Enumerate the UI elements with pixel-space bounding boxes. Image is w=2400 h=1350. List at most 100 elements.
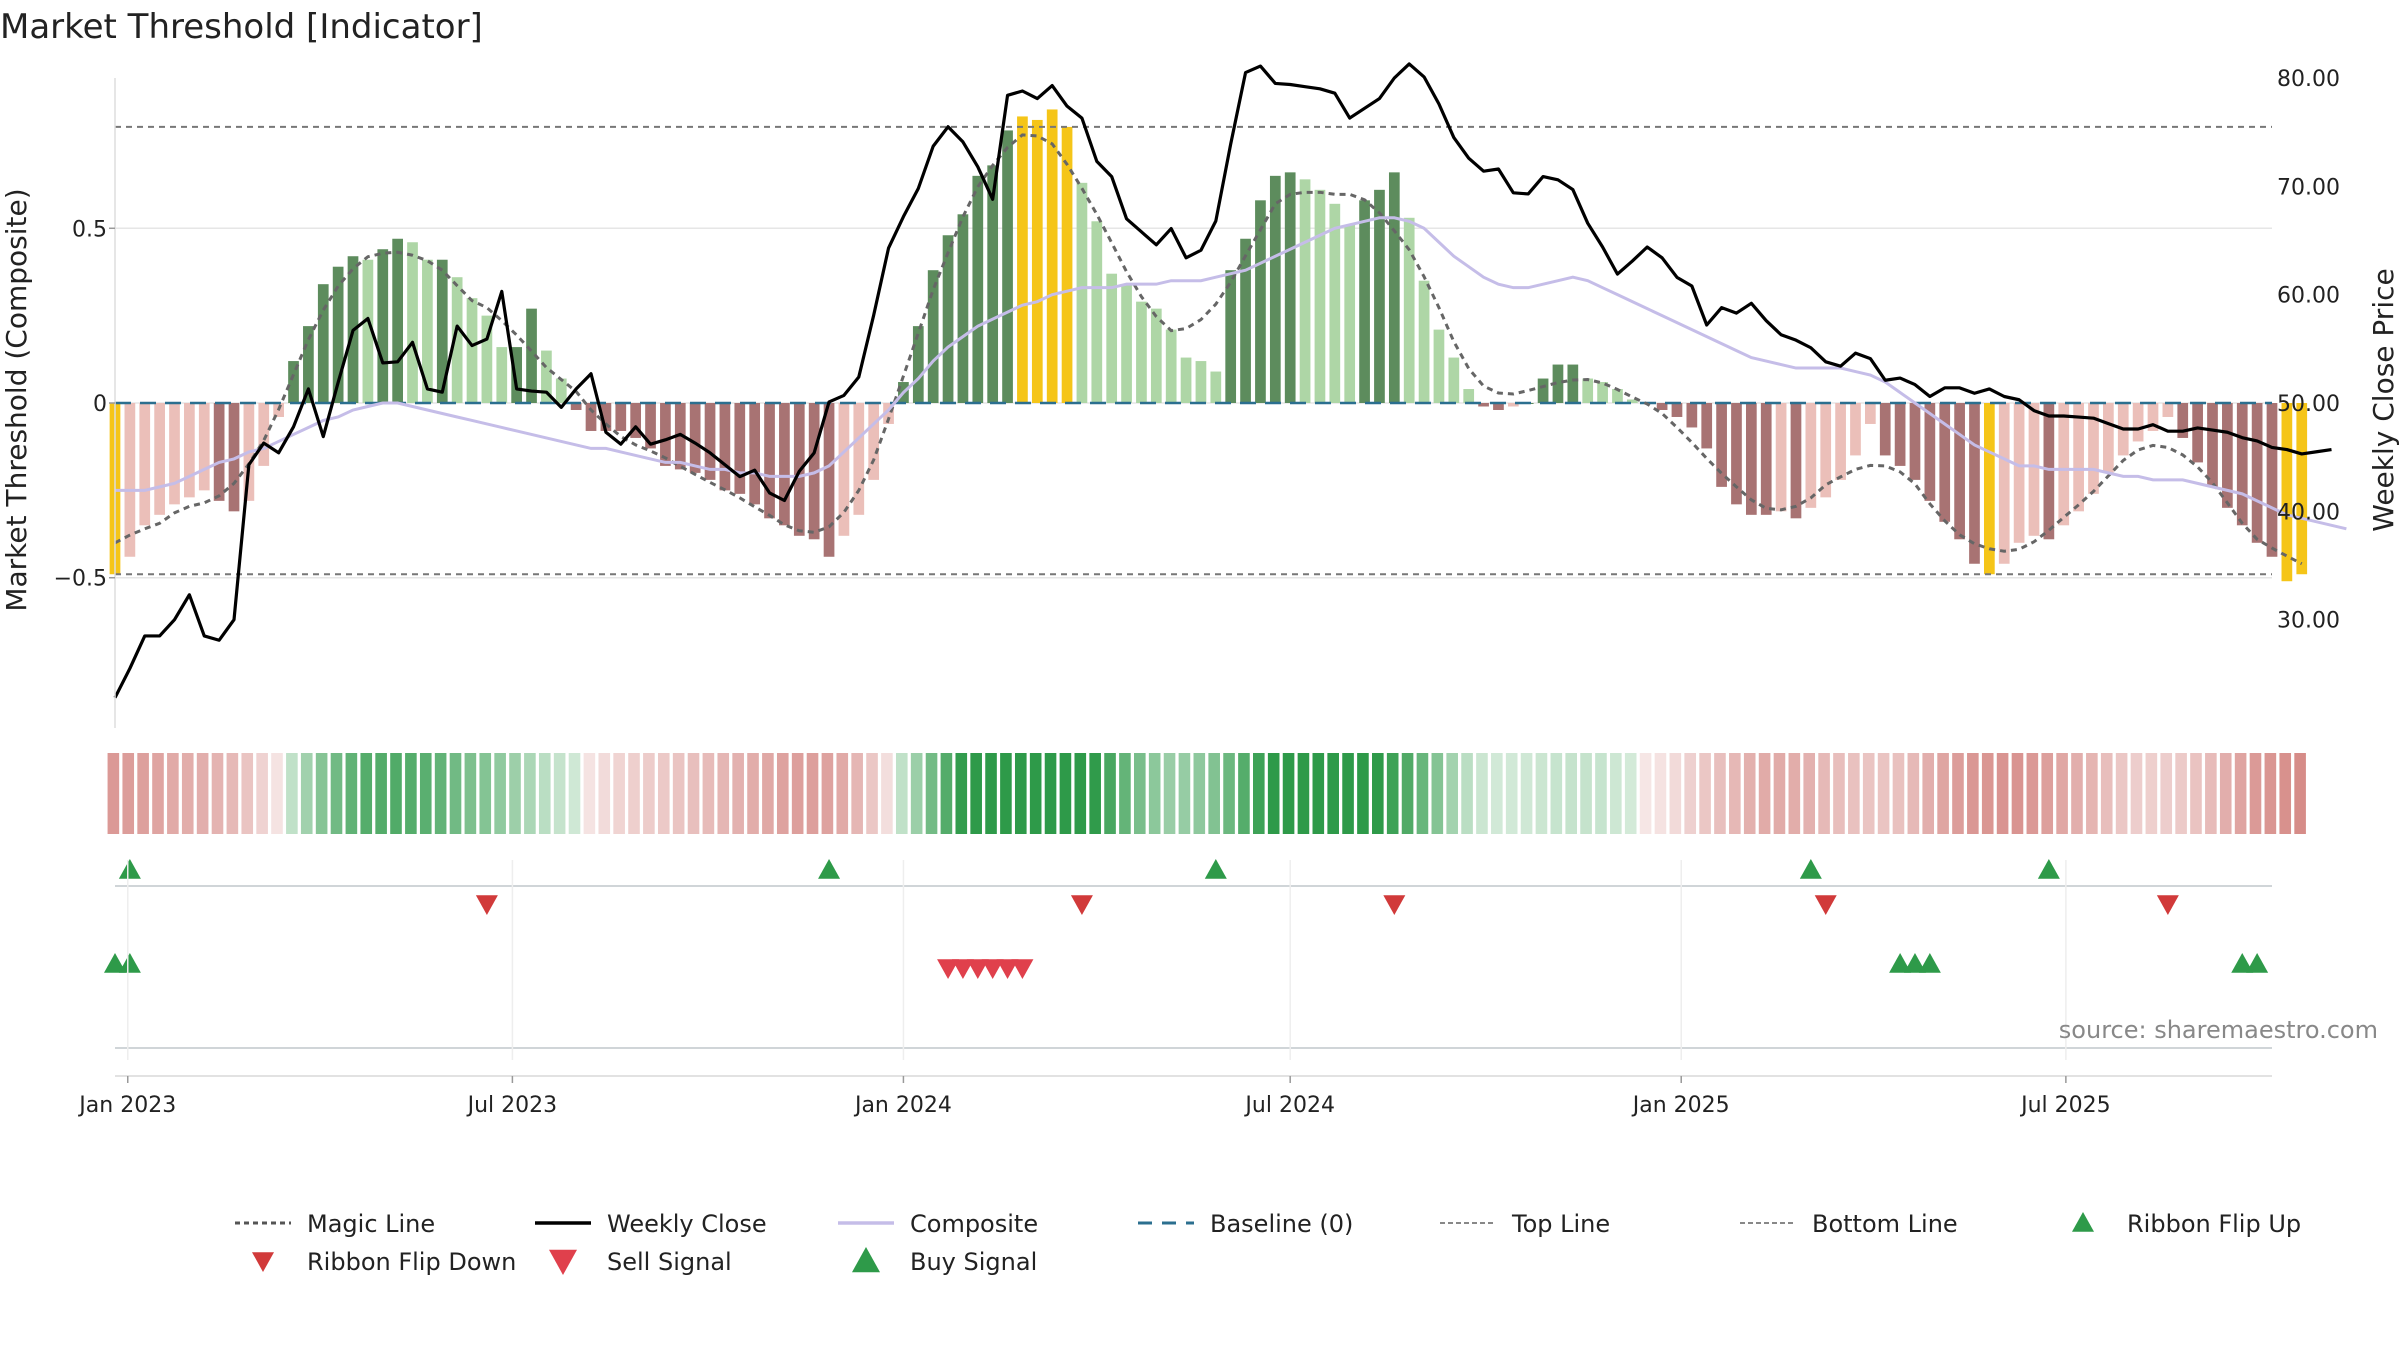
composite-bar	[1998, 403, 2010, 564]
composite-bar	[1894, 403, 1906, 466]
composite-bar	[868, 403, 880, 480]
composite-bar	[764, 403, 775, 519]
ribbon-cell	[494, 753, 506, 834]
y-left-tick-label: 0.5	[72, 217, 107, 242]
ribbon-cell	[211, 753, 224, 834]
x-tick-label: Jan 2023	[77, 1093, 176, 1118]
composite-bar	[660, 403, 671, 466]
composite-bar	[169, 403, 180, 505]
legend-label: Weekly Close	[607, 1210, 767, 1238]
ribbon-cell	[419, 753, 432, 834]
ribbon-cell	[1074, 753, 1087, 834]
composite-bar	[1864, 403, 1876, 424]
composite-bar	[1939, 403, 1951, 522]
ribbon-cell	[1907, 753, 1920, 834]
composite-bar	[1478, 403, 1489, 407]
ribbon-cell	[1312, 753, 1325, 834]
legend-item: Sell Signal	[549, 1248, 732, 1276]
composite-bar	[1701, 403, 1713, 449]
composite-bar	[570, 403, 582, 410]
ribbon-cell	[1014, 753, 1027, 834]
composite-bar	[1448, 357, 1460, 403]
composite-bar	[377, 249, 389, 403]
ribbon-cell	[256, 753, 268, 834]
ribbon-cell	[2234, 753, 2247, 834]
composite-bar	[1195, 361, 1207, 403]
composite-bar	[1299, 179, 1311, 403]
composite-bar	[1790, 403, 1802, 519]
composite-bar	[362, 259, 374, 403]
ribbon-cell	[1952, 753, 1964, 834]
ribbon-cell	[2190, 753, 2202, 834]
ribbon-cell	[836, 753, 849, 834]
ribbon-cell	[672, 753, 685, 834]
ribbon-cell	[2279, 753, 2292, 834]
ribbon-cell	[925, 753, 938, 834]
composite-bar	[1329, 203, 1341, 403]
composite-bar	[749, 403, 761, 505]
composite-bar	[838, 403, 850, 536]
ribbon-cell	[2264, 753, 2277, 834]
ribbon-cell	[2130, 753, 2143, 834]
ribbon-cell	[449, 753, 462, 834]
composite-bar	[600, 403, 612, 431]
legend-item: Buy Signal	[852, 1247, 1037, 1276]
ribbon-cell	[2219, 753, 2232, 834]
ribbon-cell	[1119, 753, 1131, 834]
ribbon-cell	[167, 753, 179, 834]
ribbon-cell	[1044, 753, 1057, 834]
ribbon-cell	[2205, 753, 2217, 834]
ribbon-flip-up-marker	[818, 859, 841, 879]
ribbon-cell	[1848, 753, 1860, 834]
ribbon-cell	[1133, 753, 1146, 834]
y-right-tick-label: 80.00	[2277, 67, 2340, 92]
composite-bar	[1017, 116, 1028, 403]
composite-bar	[1507, 403, 1519, 407]
ribbon-cell	[553, 753, 566, 834]
ribbon-cell	[1342, 753, 1354, 834]
ribbon-cell	[1714, 753, 1726, 834]
ribbon-cell	[1550, 753, 1563, 834]
ribbon-cell	[271, 753, 283, 834]
composite-bar	[198, 403, 210, 491]
ribbon-cell	[1372, 753, 1384, 834]
ribbon-flip-down-marker	[1070, 895, 1093, 915]
composite-bar	[526, 308, 537, 403]
composite-bar	[1582, 378, 1594, 403]
axes: 0.5 0 −0.5 80.00 70.00 60.00 50.00 40.00 30.00	[54, 67, 2340, 728]
composite-bar	[719, 403, 731, 491]
legend-label: Top Line	[1511, 1210, 1610, 1238]
composite-bar	[987, 165, 999, 403]
ribbon-cell	[1892, 753, 1905, 834]
ribbon-cell	[1624, 753, 1637, 834]
composite-bar	[1493, 403, 1504, 410]
composite-bar	[1002, 130, 1013, 403]
ribbon-cell	[1491, 753, 1503, 834]
ribbon-cell	[405, 753, 417, 834]
composite-bar	[1284, 172, 1296, 403]
ribbon-cell	[1773, 753, 1786, 834]
y-right-tick-label: 60.00	[2277, 284, 2340, 309]
signal-markers	[104, 859, 2272, 1077]
composite-bar	[466, 298, 478, 403]
composite-bar	[942, 235, 954, 403]
ribbon-cell	[1743, 753, 1756, 834]
composite-bar	[1344, 224, 1356, 403]
ribbon-cell	[1282, 753, 1295, 834]
ribbon-flip-up-marker	[1204, 859, 1227, 879]
composite-bar	[184, 403, 195, 498]
ribbon-cell	[1253, 753, 1265, 834]
composite-bar	[1121, 284, 1132, 403]
composite-bar	[1909, 403, 1921, 480]
composite-bar	[1225, 270, 1237, 403]
composite-bar	[585, 403, 597, 431]
composite-bar	[139, 403, 151, 526]
ribbon-cell	[524, 753, 536, 834]
legend-label: Bottom Line	[1812, 1210, 1958, 1238]
legend-swatch	[549, 1249, 577, 1275]
ribbon-cell	[1669, 753, 1682, 834]
composite-bar	[1805, 403, 1817, 508]
composite-bar	[436, 259, 448, 403]
ribbon-cell	[1565, 753, 1577, 834]
ribbon-cell	[598, 753, 611, 834]
